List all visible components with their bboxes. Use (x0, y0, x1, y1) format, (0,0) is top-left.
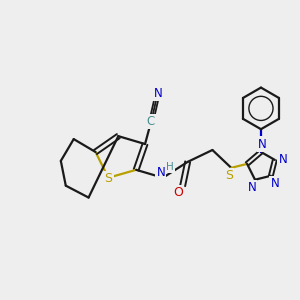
Text: O: O (173, 186, 183, 199)
Text: N: N (157, 166, 165, 179)
Text: N: N (248, 181, 256, 194)
Text: S: S (225, 169, 233, 182)
Text: N: N (154, 87, 162, 100)
Text: N: N (271, 177, 279, 190)
Text: N: N (258, 138, 266, 151)
Text: H: H (166, 162, 174, 172)
Text: C: C (147, 115, 155, 128)
Text: S: S (104, 172, 112, 185)
Text: N: N (278, 153, 287, 167)
